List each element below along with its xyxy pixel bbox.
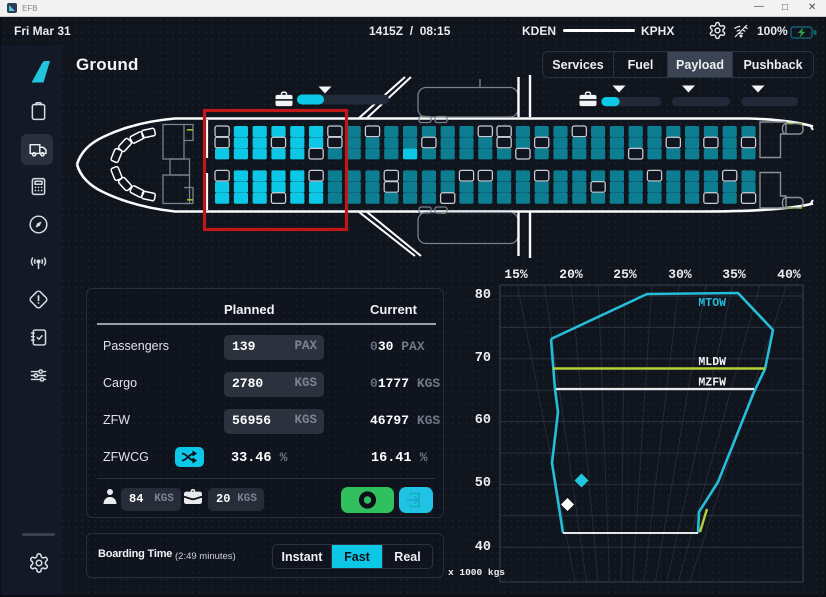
svg-text:70: 70 xyxy=(475,351,491,366)
svg-text:20%: 20% xyxy=(559,267,583,282)
svg-text:80: 80 xyxy=(475,288,491,303)
svg-text:35%: 35% xyxy=(722,267,746,282)
svg-text:60: 60 xyxy=(475,413,491,428)
svg-text:40: 40 xyxy=(475,540,491,555)
svg-text:30%: 30% xyxy=(668,267,692,282)
svg-text:MLDW: MLDW xyxy=(698,356,726,369)
svg-text:40%: 40% xyxy=(777,267,801,282)
svg-text:15%: 15% xyxy=(504,267,528,282)
svg-text:50: 50 xyxy=(475,476,491,491)
svg-text:x 1000 kgs: x 1000 kgs xyxy=(448,567,505,578)
svg-text:MZFW: MZFW xyxy=(698,377,726,390)
svg-text:MTOW: MTOW xyxy=(698,297,726,310)
svg-text:25%: 25% xyxy=(613,267,637,282)
